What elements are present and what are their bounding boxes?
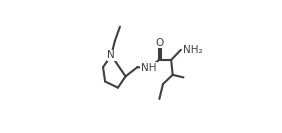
Text: O: O — [155, 38, 164, 48]
Text: NH: NH — [141, 63, 157, 73]
Text: N: N — [107, 50, 115, 60]
Text: NH₂: NH₂ — [183, 45, 203, 55]
